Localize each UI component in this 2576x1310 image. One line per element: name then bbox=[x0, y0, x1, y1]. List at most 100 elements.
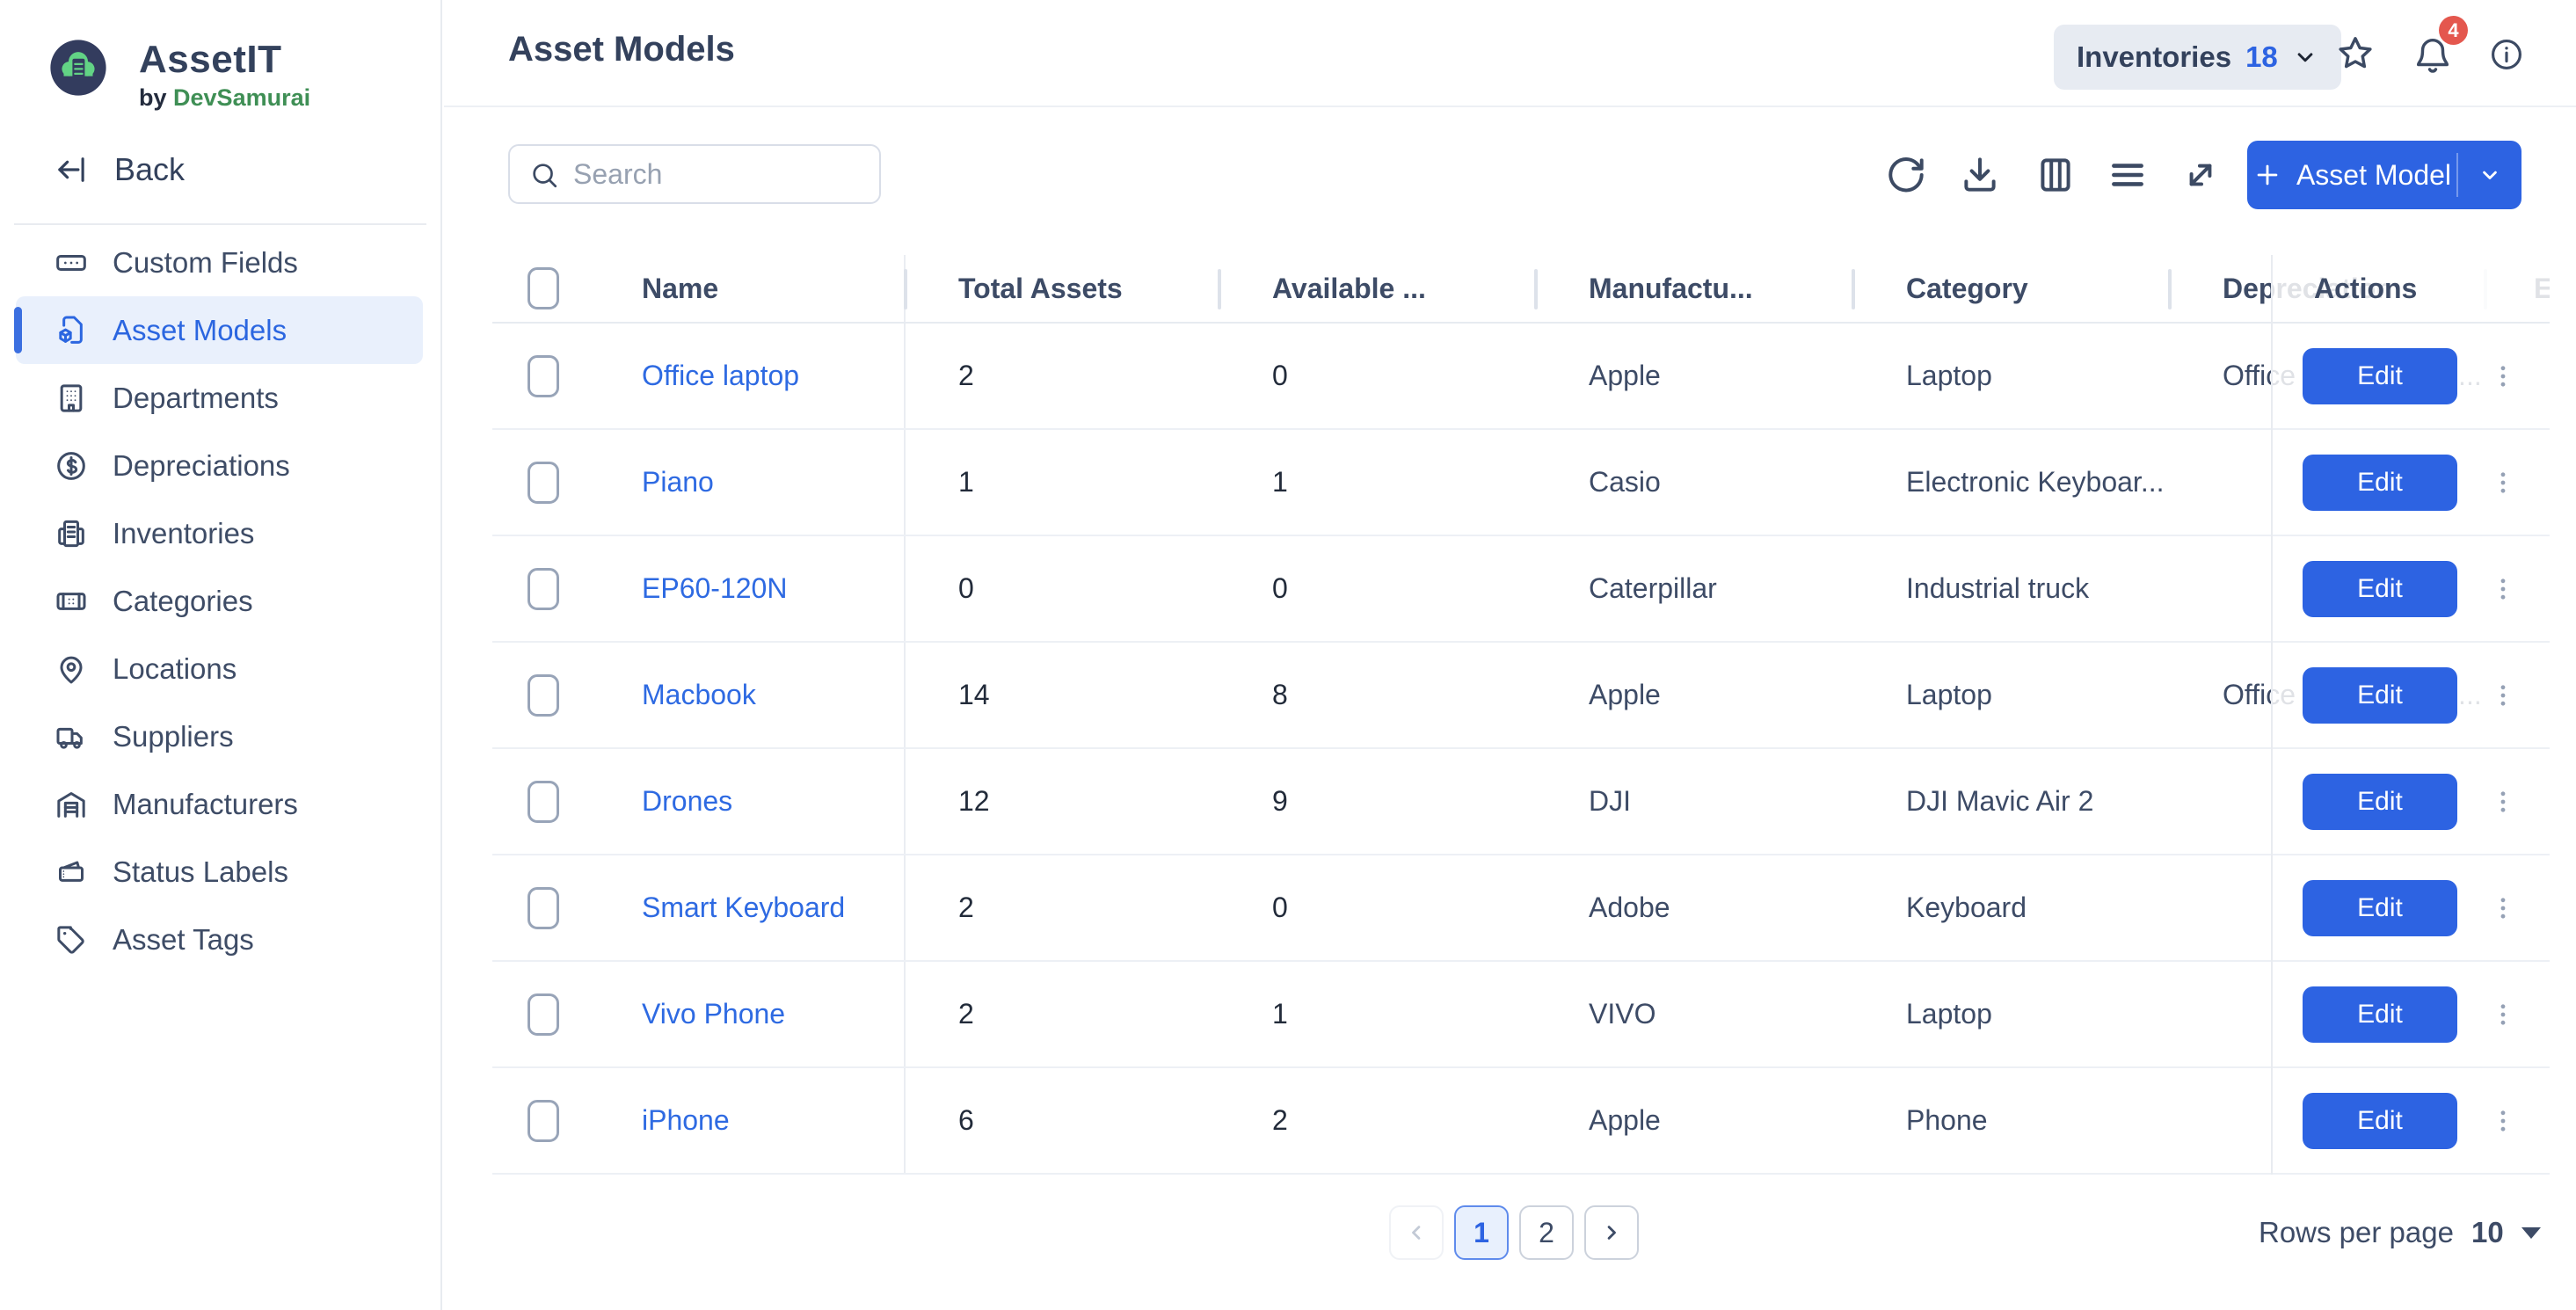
edit-button[interactable]: Edit bbox=[2303, 666, 2457, 724]
prev-page-button[interactable] bbox=[1389, 1205, 1444, 1260]
add-asset-model-split-button: Asset Model bbox=[2247, 141, 2521, 209]
header-divider bbox=[444, 106, 2576, 107]
workspace-dropdown[interactable]: Inventories 18 bbox=[2054, 25, 2341, 90]
notification-badge: 4 bbox=[2439, 16, 2468, 45]
rows-per-page-label: Rows per page bbox=[2259, 1216, 2454, 1248]
rows-per-page-control[interactable]: Rows per page 10 bbox=[2259, 1205, 2541, 1260]
suppliers-icon bbox=[53, 718, 90, 755]
edit-button[interactable]: Edit bbox=[2303, 560, 2457, 617]
row-menu-button[interactable] bbox=[2485, 671, 2521, 720]
category-value: Electronic Keyboar... bbox=[1906, 466, 2165, 498]
edit-button[interactable]: Edit bbox=[2303, 1092, 2457, 1149]
table-row: Vivo Phone 2 1 VIVO Laptop bbox=[492, 962, 2550, 1068]
sidebar-item-asset-tags[interactable]: Asset Tags bbox=[16, 906, 423, 973]
sidebar-item-label: Depreciations bbox=[113, 448, 290, 482]
kebab-icon bbox=[2488, 361, 2518, 391]
refresh-button[interactable] bbox=[1884, 153, 1928, 197]
sidebar-item-departments[interactable]: Departments bbox=[16, 364, 423, 432]
column-resize-handle[interactable] bbox=[1852, 269, 1855, 309]
asset-model-name-link[interactable]: Macbook bbox=[642, 679, 756, 710]
column-header-manufacturer[interactable]: Manufactu... bbox=[1589, 272, 1753, 304]
row-menu-button[interactable] bbox=[2485, 1096, 2521, 1146]
asset-model-name-link[interactable]: Vivo Phone bbox=[642, 998, 786, 1030]
kebab-icon bbox=[2488, 680, 2518, 710]
plus-icon bbox=[2252, 160, 2282, 190]
back-button[interactable]: Back bbox=[53, 151, 185, 188]
row-menu-button[interactable] bbox=[2485, 458, 2521, 507]
column-header-name[interactable]: Name bbox=[615, 255, 906, 322]
density-button[interactable] bbox=[2106, 153, 2150, 197]
column-header-available[interactable]: Available ... bbox=[1272, 272, 1426, 304]
row-checkbox[interactable] bbox=[528, 1099, 559, 1142]
sidebar-item-depreciations[interactable]: Depreciations bbox=[16, 432, 423, 499]
available-assets-value: 2 bbox=[1272, 1104, 1288, 1136]
kebab-icon bbox=[2488, 574, 2518, 604]
row-checkbox[interactable] bbox=[528, 354, 559, 397]
available-assets-value: 0 bbox=[1272, 892, 1288, 923]
select-all-checkbox[interactable] bbox=[528, 267, 559, 309]
asset-model-name-link[interactable]: EP60-120N bbox=[642, 572, 788, 604]
sidebar-item-inventories[interactable]: Inventories bbox=[16, 499, 423, 567]
total-assets-value: 6 bbox=[958, 1104, 974, 1136]
column-header-category[interactable]: Category bbox=[1906, 272, 2028, 304]
edit-button[interactable]: Edit bbox=[2303, 347, 2457, 404]
column-header-total-assets[interactable]: Total Assets bbox=[958, 272, 1123, 304]
favorite-button[interactable] bbox=[2335, 33, 2376, 74]
row-menu-button[interactable] bbox=[2485, 884, 2521, 933]
sidebar-item-asset-models[interactable]: Asset Models bbox=[14, 296, 423, 364]
add-asset-model-menu-button[interactable] bbox=[2458, 163, 2521, 187]
edit-button[interactable]: Edit bbox=[2303, 879, 2457, 936]
departments-icon bbox=[53, 380, 90, 417]
next-page-button[interactable] bbox=[1584, 1205, 1639, 1260]
row-checkbox[interactable] bbox=[528, 673, 559, 717]
density-icon bbox=[2106, 153, 2150, 197]
column-resize-handle[interactable] bbox=[1534, 269, 1538, 309]
fullscreen-button[interactable] bbox=[2179, 153, 2223, 197]
asset-model-name-link[interactable]: iPhone bbox=[642, 1104, 730, 1136]
edit-button[interactable]: Edit bbox=[2303, 986, 2457, 1043]
sidebar-item-locations[interactable]: Locations bbox=[16, 635, 423, 702]
column-resize-handle[interactable] bbox=[904, 269, 907, 309]
asset-model-name-link[interactable]: Piano bbox=[642, 466, 714, 498]
page-button-2[interactable]: 2 bbox=[1519, 1205, 1574, 1260]
row-checkbox[interactable] bbox=[528, 461, 559, 504]
kebab-icon bbox=[2488, 1000, 2518, 1030]
sidebar-item-categories[interactable]: Categories bbox=[16, 567, 423, 635]
page-button-1[interactable]: 1 bbox=[1454, 1205, 1509, 1260]
column-resize-handle[interactable] bbox=[1218, 269, 1221, 309]
asset-model-name-link[interactable]: Office laptop bbox=[642, 360, 800, 391]
column-header-actions: Actions bbox=[2273, 255, 2550, 324]
row-checkbox[interactable] bbox=[528, 567, 559, 610]
info-button[interactable] bbox=[2488, 36, 2525, 73]
row-checkbox[interactable] bbox=[528, 886, 559, 929]
edit-button[interactable]: Edit bbox=[2303, 454, 2457, 511]
sidebar-item-label: Asset Tags bbox=[113, 922, 254, 956]
asset-model-name-link[interactable]: Smart Keyboard bbox=[642, 892, 846, 923]
byline-prefix: by bbox=[139, 84, 167, 111]
asset-model-name-link[interactable]: Drones bbox=[642, 785, 733, 817]
sidebar-item-status-labels[interactable]: Status Labels bbox=[16, 838, 423, 906]
export-button[interactable] bbox=[1958, 153, 2002, 197]
add-asset-model-button[interactable]: Asset Model bbox=[2247, 159, 2456, 192]
category-value: DJI Mavic Air 2 bbox=[1906, 785, 2094, 817]
row-checkbox[interactable] bbox=[528, 780, 559, 823]
row-menu-button[interactable] bbox=[2485, 564, 2521, 614]
sidebar-item-suppliers[interactable]: Suppliers bbox=[16, 702, 423, 770]
category-value: Laptop bbox=[1906, 360, 1992, 391]
column-resize-handle[interactable] bbox=[2168, 269, 2172, 309]
row-menu-button[interactable] bbox=[2485, 777, 2521, 826]
table-row: EP60-120N 0 0 Caterpillar Industrial tru… bbox=[492, 536, 2550, 643]
category-value: Industrial truck bbox=[1906, 572, 2090, 604]
row-menu-button[interactable] bbox=[2485, 352, 2521, 401]
app-title: AssetIT bbox=[139, 38, 282, 81]
sidebar-item-custom-fields[interactable]: Custom Fields bbox=[16, 229, 423, 296]
table-row: Drones 12 9 DJI DJI Mavic Air 2 bbox=[492, 749, 2550, 855]
edit-button[interactable]: Edit bbox=[2303, 773, 2457, 830]
row-checkbox[interactable] bbox=[528, 993, 559, 1036]
search-input[interactable] bbox=[573, 148, 870, 200]
manufacturers-icon bbox=[53, 786, 90, 823]
row-menu-button[interactable] bbox=[2485, 990, 2521, 1039]
columns-button[interactable] bbox=[2034, 153, 2078, 197]
sidebar-item-manufacturers[interactable]: Manufacturers bbox=[16, 770, 423, 838]
manufacturer-value: Caterpillar bbox=[1589, 572, 1717, 604]
